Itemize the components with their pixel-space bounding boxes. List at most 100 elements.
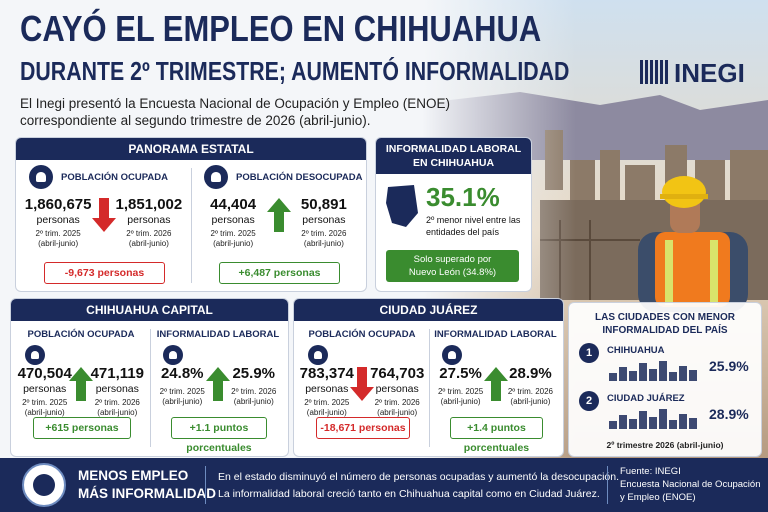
worker [638, 176, 748, 312]
panorama-box: PANORAMA ESTATAL POBLACIÓN OCUPADA 1,860,6… [15, 137, 367, 292]
informality-value: 35.1% [426, 182, 500, 212]
period: 2º trim. 2025 [304, 398, 350, 407]
label: INFORMALIDAD LABORAL [434, 329, 557, 340]
building [659, 409, 667, 429]
change: +6,487 personas [219, 262, 340, 284]
period: 2º trim. 2025 [35, 229, 81, 238]
title-line: LAS CIUDADES CON MENOR [594, 312, 735, 323]
icon-glyph [314, 351, 322, 359]
icon-glyph [169, 351, 177, 359]
icon [29, 165, 53, 189]
period: 2º trim. 2026 [231, 387, 277, 396]
change: -9,673 personas [44, 262, 165, 284]
building [619, 367, 627, 381]
period: (abril-junio) [440, 397, 481, 406]
divider [429, 329, 430, 447]
skyline [609, 409, 704, 429]
value: 28.9% [509, 365, 552, 382]
source-line: Fuente: INEGI [620, 466, 681, 477]
period: 2º trim. 2025 [437, 387, 484, 396]
label: INFORMALIDAD LABORAL [156, 329, 280, 340]
value: 471,119 [90, 365, 144, 382]
label: POBLACIÓN OCUPADA [27, 329, 135, 340]
period: (abril-junio) [213, 239, 254, 248]
value: 1,860,675 [24, 196, 92, 213]
icon [308, 345, 328, 365]
divider [607, 466, 608, 504]
icon-glyph [36, 172, 46, 182]
text-line: En el estado disminuyó el número de pers… [218, 471, 620, 483]
arrow-down [350, 367, 374, 401]
headline-line: MÁS INFORMALIDAD [78, 486, 216, 501]
badge: Solo superado por Nuevo León (34.8%) [386, 250, 519, 282]
value: 783,374 [299, 365, 354, 382]
period: 2º trim. 2026 [94, 398, 140, 407]
badge-line: Solo superado por [413, 254, 492, 265]
building [609, 373, 617, 381]
building [639, 411, 647, 429]
label: POBLACIÓN OCUPADA [308, 329, 416, 340]
icon [25, 345, 45, 365]
text-line: La informalidad laboral creció tanto en … [218, 488, 600, 500]
building [659, 361, 667, 381]
title: DURANTE 2º TRIMESTRE; AUMENTÓ INFORMALID… [20, 56, 570, 86]
value: 470,504 [17, 365, 72, 382]
unit: personas [211, 214, 255, 226]
juarez-box: CIUDAD JUÁREZ POBLACIÓN OCUPADA 783,374 per… [293, 298, 564, 457]
unit: personas [305, 383, 349, 395]
rank: 2 [579, 391, 599, 411]
intro-line: correspondiente al segundo trimestre de … [20, 113, 371, 128]
footer-text: En el estado disminuyó el número de pers… [218, 469, 619, 503]
divider [191, 168, 192, 283]
building [629, 419, 637, 429]
headline-line: MENOS EMPLEO [78, 468, 189, 483]
arrow-up [69, 367, 93, 401]
arrow-up [266, 198, 291, 232]
note-line: entidades del país [426, 227, 500, 237]
unit: personas [302, 214, 346, 226]
title-line: EN CHIHUAHUA [412, 157, 495, 169]
box-title: CHIHUAHUA CAPITAL [11, 299, 288, 321]
period: (abril-junio) [377, 408, 418, 417]
period: (abril-junio) [162, 397, 203, 406]
source-line: y Empleo (ENOE) [620, 492, 696, 503]
city-name: CHIHUAHUA [607, 345, 665, 356]
title: CAYÓ EL EMPLEO EN CHIHUAHUA [20, 8, 542, 49]
icon-glyph [448, 351, 456, 359]
change: +1.4 puntos porcentuales [449, 417, 544, 454]
building [669, 420, 677, 429]
unit: personas [375, 383, 419, 395]
unit: personas [95, 383, 139, 395]
value: 50,891 [300, 196, 347, 213]
capital-box: CHIHUAHUA CAPITAL POBLACIÓN OCUPADA 470,50… [10, 298, 289, 457]
badge-line: Nuevo León (34.8%) [408, 267, 497, 278]
unit: personas [127, 214, 171, 226]
cities-title: LAS CIUDADES CON MENOR INFORMALIDAD DEL P… [569, 311, 761, 337]
period: 2º trim. 2026 [126, 229, 172, 238]
value: 44,404 [210, 196, 257, 213]
title-line: INFORMALIDAD DEL PAÍS [602, 325, 728, 336]
arrow-up [483, 367, 508, 401]
period: 2º trim. 2026 [301, 229, 347, 238]
unit: personas [23, 383, 67, 395]
building [689, 418, 697, 429]
building [679, 366, 687, 381]
building [609, 421, 617, 429]
building [679, 414, 687, 429]
unit: personas [36, 214, 80, 226]
building [689, 370, 697, 381]
period: (abril-junio) [128, 239, 169, 248]
label: POBLACIÓN DESOCUPADA [236, 172, 363, 183]
building [619, 415, 627, 429]
divider [150, 329, 151, 447]
city-name: CIUDAD JUÁREZ [607, 393, 685, 404]
period: 2º trim. 2026 [507, 387, 553, 396]
period: 2º trim. 2025 [22, 398, 68, 407]
period: 2º trim. 2026 [374, 398, 420, 407]
box-title: INFORMALIDAD LABORAL EN CHIHUAHUA [376, 138, 531, 174]
change: +615 personas [33, 417, 131, 439]
value: 24.8% [160, 365, 204, 382]
logo-mark [640, 60, 668, 84]
cities-note: 2º trimestre 2026 (abril-junio) [606, 440, 724, 450]
value: 27.5% [439, 365, 482, 382]
